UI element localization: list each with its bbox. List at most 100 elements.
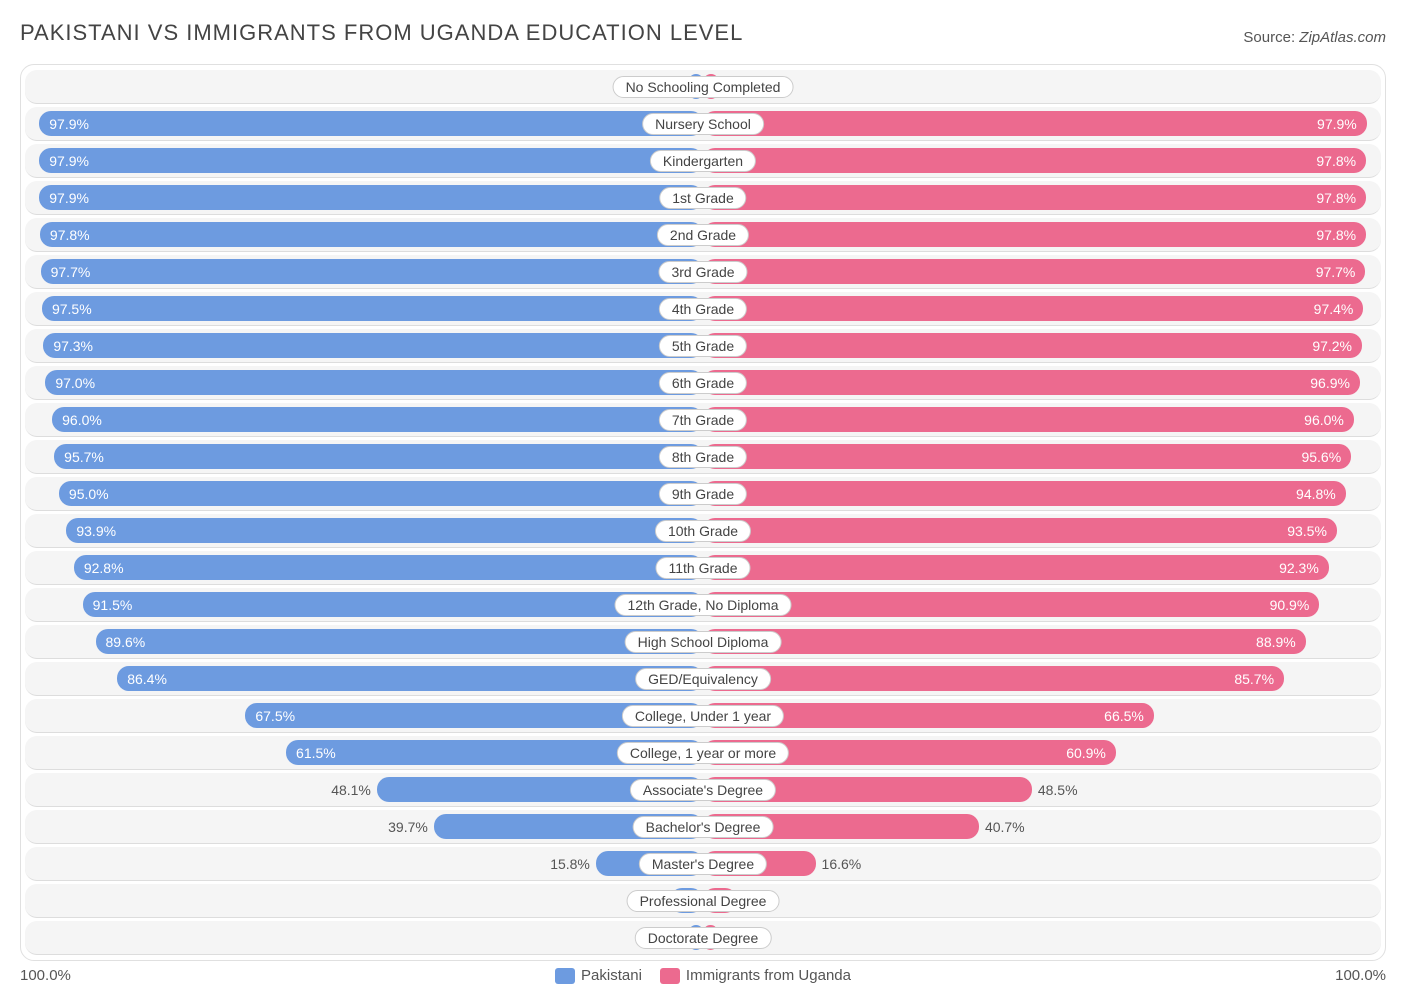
pct-label-left: 95.7% [64, 449, 104, 465]
bar-left [74, 555, 703, 580]
legend-label-left: Pakistani [581, 967, 642, 984]
bar-left [43, 333, 703, 358]
bar-left [66, 518, 703, 543]
pct-label-right: 97.8% [1316, 227, 1356, 243]
chart-row: 2.1%2.3%No Schooling Completed [25, 70, 1381, 104]
pct-label-right: 96.0% [1304, 412, 1344, 428]
pct-label-left: 39.7% [388, 819, 428, 835]
category-pill: Doctorate Degree [635, 927, 772, 949]
bar-left [117, 666, 703, 691]
category-pill: 5th Grade [659, 335, 747, 357]
category-pill: 8th Grade [659, 446, 747, 468]
category-pill: 4th Grade [659, 298, 747, 320]
axis-left-max: 100.0% [20, 967, 71, 984]
pct-label-right: 90.9% [1270, 597, 1310, 613]
category-pill: 2nd Grade [657, 224, 749, 246]
chart-row: 97.9%97.9%Nursery School [25, 107, 1381, 141]
category-pill: 11th Grade [655, 557, 750, 579]
pct-label-left: 95.0% [69, 486, 109, 502]
bar-right [703, 148, 1366, 173]
chart-row: 91.5% 90.9% 12th Grade, No Diploma [25, 588, 1381, 622]
pct-label-right: 97.7% [1316, 264, 1356, 280]
pct-label-right: 97.2% [1312, 338, 1352, 354]
bar-right [703, 111, 1367, 136]
pct-label-right: 16.6% [822, 856, 862, 872]
chart-header: PAKISTANI VS IMMIGRANTS FROM UGANDA EDUC… [20, 20, 1386, 46]
pct-label-left: 97.7% [51, 264, 91, 280]
chart-footer: 100.0% Pakistani Immigrants from Uganda … [20, 967, 1386, 984]
chart-row: 2.0%2.2%Doctorate Degree [25, 921, 1381, 955]
bar-right [703, 370, 1360, 395]
bar-left [83, 592, 703, 617]
bar-right [703, 222, 1366, 247]
category-pill: Kindergarten [650, 150, 756, 172]
bar-right [703, 259, 1365, 284]
pct-label-right: 97.4% [1314, 301, 1354, 317]
pct-label-right: 96.9% [1310, 375, 1350, 391]
category-pill: 12th Grade, No Diploma [615, 594, 792, 616]
chart-row: 89.6%88.9%High School Diploma [25, 625, 1381, 659]
chart-title: PAKISTANI VS IMMIGRANTS FROM UGANDA EDUC… [20, 20, 743, 46]
pct-label-left: 97.9% [49, 190, 89, 206]
source-value: ZipAtlas.com [1299, 29, 1386, 46]
category-pill: College, 1 year or more [617, 742, 789, 764]
bar-left [41, 259, 703, 284]
chart-rows: 2.1%2.3%No Schooling Completed97.9%97.9%… [20, 64, 1386, 961]
chart-row: 4.8%5.0%Professional Degree [25, 884, 1381, 918]
category-pill: 7th Grade [659, 409, 747, 431]
bar-right [703, 185, 1366, 210]
pct-label-right: 60.9% [1066, 745, 1106, 761]
bar-right [703, 666, 1284, 691]
bar-left [54, 444, 703, 469]
bar-left [39, 111, 703, 136]
bar-left [42, 296, 703, 321]
category-pill: Associate's Degree [630, 779, 776, 801]
category-pill: 10th Grade [655, 520, 751, 542]
bar-right [703, 444, 1351, 469]
pct-label-left: 15.8% [550, 856, 590, 872]
pct-label-left: 93.9% [76, 523, 116, 539]
pct-label-left: 97.9% [49, 116, 89, 132]
category-pill: 1st Grade [659, 187, 746, 209]
pct-label-right: 97.8% [1316, 153, 1356, 169]
bar-left [45, 370, 703, 395]
chart-row: 97.8%97.8%2nd Grade [25, 218, 1381, 252]
pct-label-left: 92.8% [84, 560, 124, 576]
legend-swatch-left [555, 968, 575, 984]
pct-label-left: 61.5% [296, 745, 336, 761]
chart-row: 97.9%97.8%Kindergarten [25, 144, 1381, 178]
chart-row: 97.3% 97.2% 5th Grade [25, 329, 1381, 363]
chart-row: 97.9%97.8%1st Grade [25, 181, 1381, 215]
chart-row: 93.9%93.5%10th Grade [25, 514, 1381, 548]
bar-right [703, 592, 1319, 617]
pct-label-right: 97.9% [1317, 116, 1357, 132]
bar-left [96, 629, 703, 654]
chart-row: 97.7% 97.7% 3rd Grade [25, 255, 1381, 289]
pct-label-right: 95.6% [1301, 449, 1341, 465]
chart-row: 96.0%96.0%7th Grade [25, 403, 1381, 437]
chart-row: 39.7%40.7%Bachelor's Degree [25, 810, 1381, 844]
chart-source: Source: ZipAtlas.com [1243, 29, 1386, 46]
bar-left [59, 481, 703, 506]
pct-label-right: 66.5% [1104, 708, 1144, 724]
legend-swatch-right [660, 968, 680, 984]
pct-label-right: 92.3% [1279, 560, 1319, 576]
pct-label-left: 97.5% [52, 301, 92, 317]
chart-row: 97.0%96.9%6th Grade [25, 366, 1381, 400]
chart-row: 48.1%48.5%Associate's Degree [25, 773, 1381, 807]
category-pill: High School Diploma [625, 631, 782, 653]
pct-label-left: 89.6% [106, 634, 146, 650]
pct-label-left: 97.3% [53, 338, 93, 354]
bar-right [703, 481, 1346, 506]
legend-label-right: Immigrants from Uganda [686, 967, 851, 984]
category-pill: 3rd Grade [658, 261, 747, 283]
bar-right [703, 629, 1306, 654]
pct-label-right: 40.7% [985, 819, 1025, 835]
bar-right [703, 555, 1329, 580]
chart-row: 97.5% 97.4% 4th Grade [25, 292, 1381, 326]
diverging-bar-chart: PAKISTANI VS IMMIGRANTS FROM UGANDA EDUC… [20, 20, 1386, 984]
pct-label-left: 91.5% [93, 597, 133, 613]
category-pill: GED/Equivalency [635, 668, 771, 690]
bar-right [703, 296, 1363, 321]
chart-row: 61.5% 60.9% College, 1 year or more [25, 736, 1381, 770]
